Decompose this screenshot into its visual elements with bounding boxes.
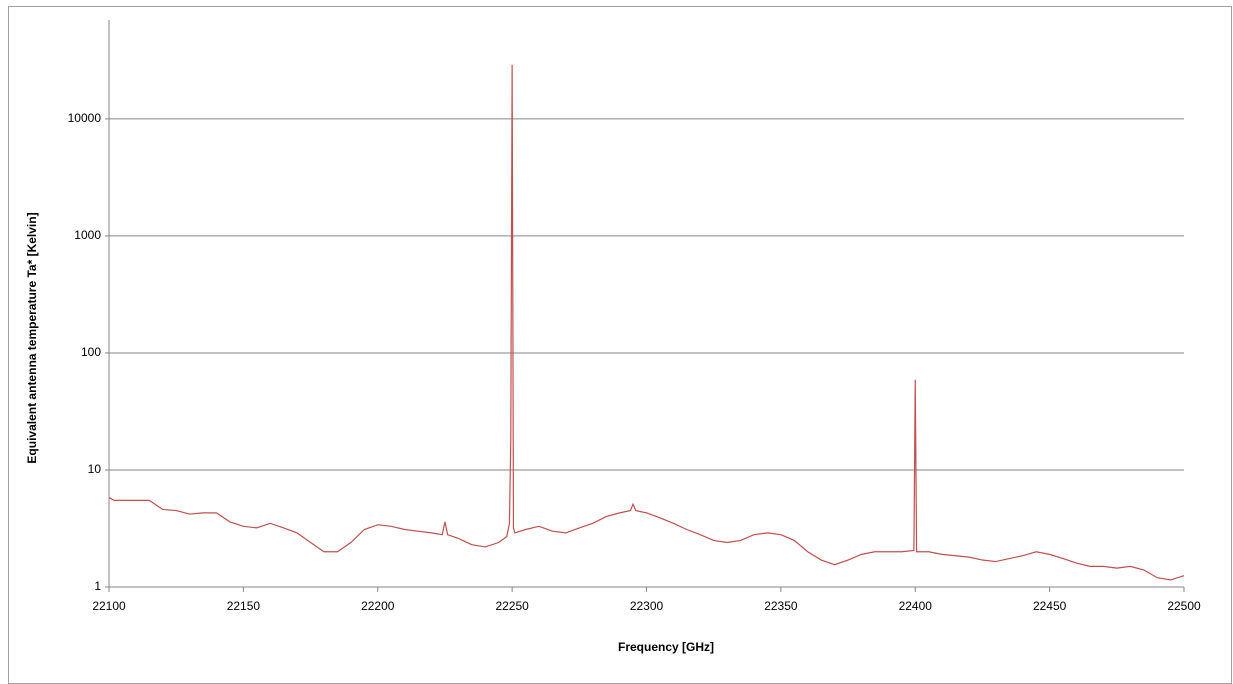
- y-axis-title: Equivalent antenna temperature Ta* [Kelv…: [25, 212, 39, 463]
- data-line: [108, 64, 1185, 581]
- x-tick-label: 22350: [764, 599, 798, 613]
- x-tick-label: 22450: [1033, 599, 1067, 613]
- x-tick-label: 22200: [361, 599, 395, 613]
- y-tick-label: 1000: [74, 228, 101, 242]
- x-tick-label: 22150: [227, 599, 261, 613]
- x-tick-label: 22300: [630, 599, 664, 613]
- x-tick-label: 22400: [899, 599, 933, 613]
- x-tick-label: 22250: [495, 599, 529, 613]
- chart-frame: [8, 6, 1232, 684]
- x-tick-label: 22500: [1167, 599, 1201, 613]
- y-tick-label: 1: [94, 579, 101, 593]
- x-axis-title: Frequency [GHz]: [618, 640, 714, 654]
- y-tick-label: 100: [81, 345, 101, 359]
- x-tick-label: 22100: [92, 599, 126, 613]
- y-tick-label: 10000: [68, 111, 102, 125]
- y-tick-label: 10: [88, 462, 102, 476]
